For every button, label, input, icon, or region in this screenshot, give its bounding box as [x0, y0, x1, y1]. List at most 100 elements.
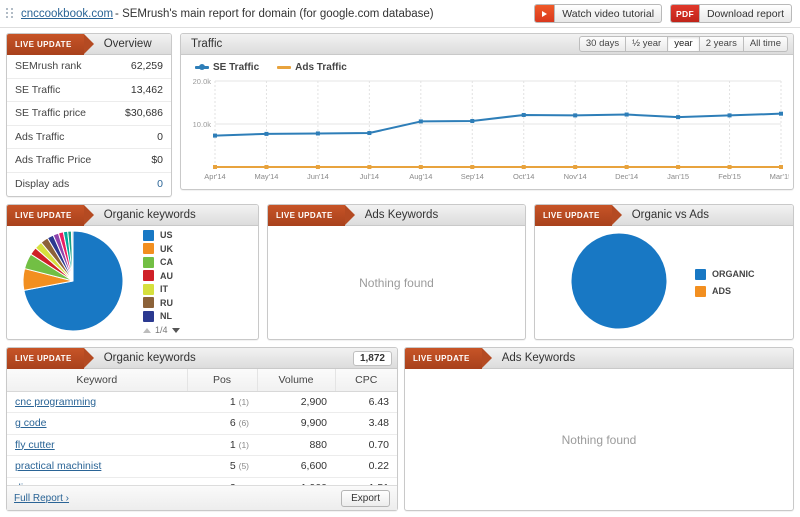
- pos-previous: (1): [238, 439, 249, 450]
- range-button-year[interactable]: year: [668, 36, 700, 52]
- pos-value: 5: [229, 460, 236, 473]
- overview-value: $30,686: [125, 107, 163, 120]
- organic-vs-ads-body: ORGANIC ADS: [535, 226, 793, 339]
- traffic-plot: 10.0k 20.0k Apr'14 May'14 Jun'14 Jul'14 Aug'14…: [189, 75, 789, 187]
- legend-label-se-traffic: SE Traffic: [213, 61, 260, 73]
- pie-legend-pager[interactable]: 1/4: [143, 325, 258, 335]
- pie-legend-item-ru[interactable]: RU: [143, 297, 258, 309]
- overview-title: Overview: [103, 38, 152, 50]
- organic-keywords-pie-title: Organic keywords: [103, 209, 196, 221]
- svg-text:10.0k: 10.0k: [193, 120, 212, 129]
- pie-legend-item-us[interactable]: US: [143, 229, 258, 241]
- pie-legend-item-uk[interactable]: UK: [143, 243, 258, 255]
- organic-keywords-count-badge: 1,872: [352, 350, 392, 366]
- watch-video-tutorial-button[interactable]: Watch video tutorial: [534, 4, 663, 23]
- download-report-button[interactable]: PDF Download report: [670, 4, 792, 23]
- column-header-volume[interactable]: Volume: [257, 369, 336, 392]
- column-header-pos[interactable]: Pos: [187, 369, 258, 392]
- table-row: fly cutter 1 (1) 880 0.70: [7, 434, 397, 456]
- organic-keywords-table-footer: Full Report › Export: [7, 485, 397, 510]
- caret-up-icon[interactable]: [143, 327, 151, 333]
- line-marker-icon: [277, 65, 292, 69]
- legend-item-ads-traffic[interactable]: Ads Traffic: [277, 62, 347, 73]
- color-swatch-icon: [695, 285, 706, 297]
- pos-previous: (5): [238, 461, 249, 472]
- volume-cell: 6,600: [257, 455, 335, 478]
- column-header-cpc[interactable]: CPC: [335, 369, 397, 392]
- pos-value: 1: [229, 395, 236, 408]
- overview-label: SE Traffic price: [15, 107, 86, 120]
- organic-keywords-pie-body: US UK CA AU IT RU: [7, 226, 258, 339]
- export-button[interactable]: Export: [341, 489, 390, 507]
- organic-keywords-pie-legend: US UK CA AU IT RU: [125, 229, 258, 335]
- overview-row: SEMrush rank 62,259: [7, 55, 171, 79]
- organic-vs-ads-panel: LIVE UPDATE Organic vs Ads ORGANIC ADS: [534, 204, 794, 340]
- keyword-link[interactable]: fly cutter: [15, 438, 55, 451]
- traffic-title: Traffic: [191, 38, 223, 50]
- color-swatch-icon: [143, 270, 154, 282]
- overview-label: Ads Traffic: [15, 130, 65, 143]
- range-button-all-time[interactable]: All time: [743, 36, 788, 52]
- play-icon: [535, 5, 556, 22]
- legend-item-se-traffic[interactable]: SE Traffic: [195, 62, 259, 73]
- organic-keywords-table-title: Organic keywords: [103, 352, 196, 364]
- organic-vs-ads-legend: ORGANIC ADS: [669, 268, 793, 297]
- overview-panel-header: LIVE UPDATE Overview: [7, 33, 171, 55]
- range-button-half-year[interactable]: ½ year: [626, 36, 669, 52]
- pie-legend-label: IT: [160, 284, 168, 295]
- line-marker-icon: [195, 63, 209, 70]
- drag-handle-icon[interactable]: [6, 8, 16, 20]
- svg-text:Dec'14: Dec'14: [615, 172, 638, 181]
- pie-legend-label: AU: [160, 270, 173, 281]
- legend-item-ads[interactable]: ADS: [695, 285, 793, 297]
- ads-keywords-pie-title: Ads Keywords: [364, 209, 439, 221]
- cpc-cell: 6.43: [335, 391, 397, 413]
- ads-keywords-pie-panel: LIVE UPDATE Ads Keywords Nothing found: [267, 204, 526, 340]
- volume-cell: 9,900: [257, 412, 335, 435]
- keyword-cell: fly cutter: [7, 434, 187, 456]
- pie-legend-item-nl[interactable]: NL: [143, 310, 258, 322]
- range-button-30-days[interactable]: 30 days: [578, 36, 627, 52]
- caret-down-icon[interactable]: [171, 327, 180, 333]
- volume-cell: 880: [257, 434, 335, 456]
- keyword-link[interactable]: practical machinist: [15, 460, 102, 473]
- organic-keywords-count-wrap: 1,872: [352, 350, 397, 366]
- keyword-link[interactable]: cnc programming: [15, 395, 97, 408]
- overview-value: 62,259: [130, 60, 163, 73]
- overview-label: SEMrush rank: [15, 60, 82, 73]
- table-header-row: Keyword Pos Volume CPC: [7, 369, 397, 392]
- keyword-cell: g code: [7, 412, 187, 435]
- pie-legend-item-au[interactable]: AU: [143, 270, 258, 282]
- traffic-line-chart: 10.0k 20.0k Apr'14 May'14 Jun'14 Jul'14 Aug'14…: [193, 77, 789, 181]
- svg-text:Oct'14: Oct'14: [513, 172, 534, 181]
- keyword-link[interactable]: g code: [15, 417, 47, 430]
- overview-value: $0: [151, 154, 163, 167]
- pie-legend-label: RU: [160, 297, 173, 308]
- svg-text:Mar'15: Mar'15: [770, 172, 789, 181]
- overview-row: SE Traffic price $30,686: [7, 102, 171, 126]
- pie-chart-holder: [7, 229, 125, 336]
- overview-label: SE Traffic: [15, 83, 61, 96]
- overview-row: Ads Traffic Price $0: [7, 149, 171, 173]
- domain-link[interactable]: cnccookbook.com: [21, 7, 114, 20]
- full-report-link[interactable]: Full Report ›: [14, 492, 70, 504]
- svg-text:Nov'14: Nov'14: [564, 172, 587, 181]
- range-button-2-years[interactable]: 2 years: [699, 36, 744, 52]
- legend-item-organic[interactable]: ORGANIC: [695, 268, 793, 280]
- pie-legend-label: NL: [160, 311, 172, 322]
- legend-label-ads: ADS: [712, 286, 732, 296]
- pos-previous: (1): [238, 396, 249, 407]
- table-row: cnc programming 1 (1) 2,900 6.43: [7, 391, 397, 413]
- color-swatch-icon: [143, 256, 154, 268]
- traffic-chart-body: SE Traffic Ads Traffic 10.0k 20.0k Apr'14 M…: [181, 55, 793, 189]
- pie-legend-item-it[interactable]: IT: [143, 283, 258, 295]
- pie-legend-item-ca[interactable]: CA: [143, 256, 258, 268]
- keyword-cell: cnc programming: [7, 391, 187, 413]
- column-header-keyword[interactable]: Keyword: [7, 369, 188, 392]
- live-update-badge: LIVE UPDATE: [7, 33, 94, 55]
- overview-row: SE Traffic 13,462: [7, 79, 171, 102]
- live-update-badge: LIVE UPDATE: [405, 347, 492, 369]
- pos-cell: 5 (5): [187, 455, 257, 478]
- overview-row: Ads Traffic 0: [7, 126, 171, 149]
- overview-value[interactable]: 0: [157, 178, 163, 191]
